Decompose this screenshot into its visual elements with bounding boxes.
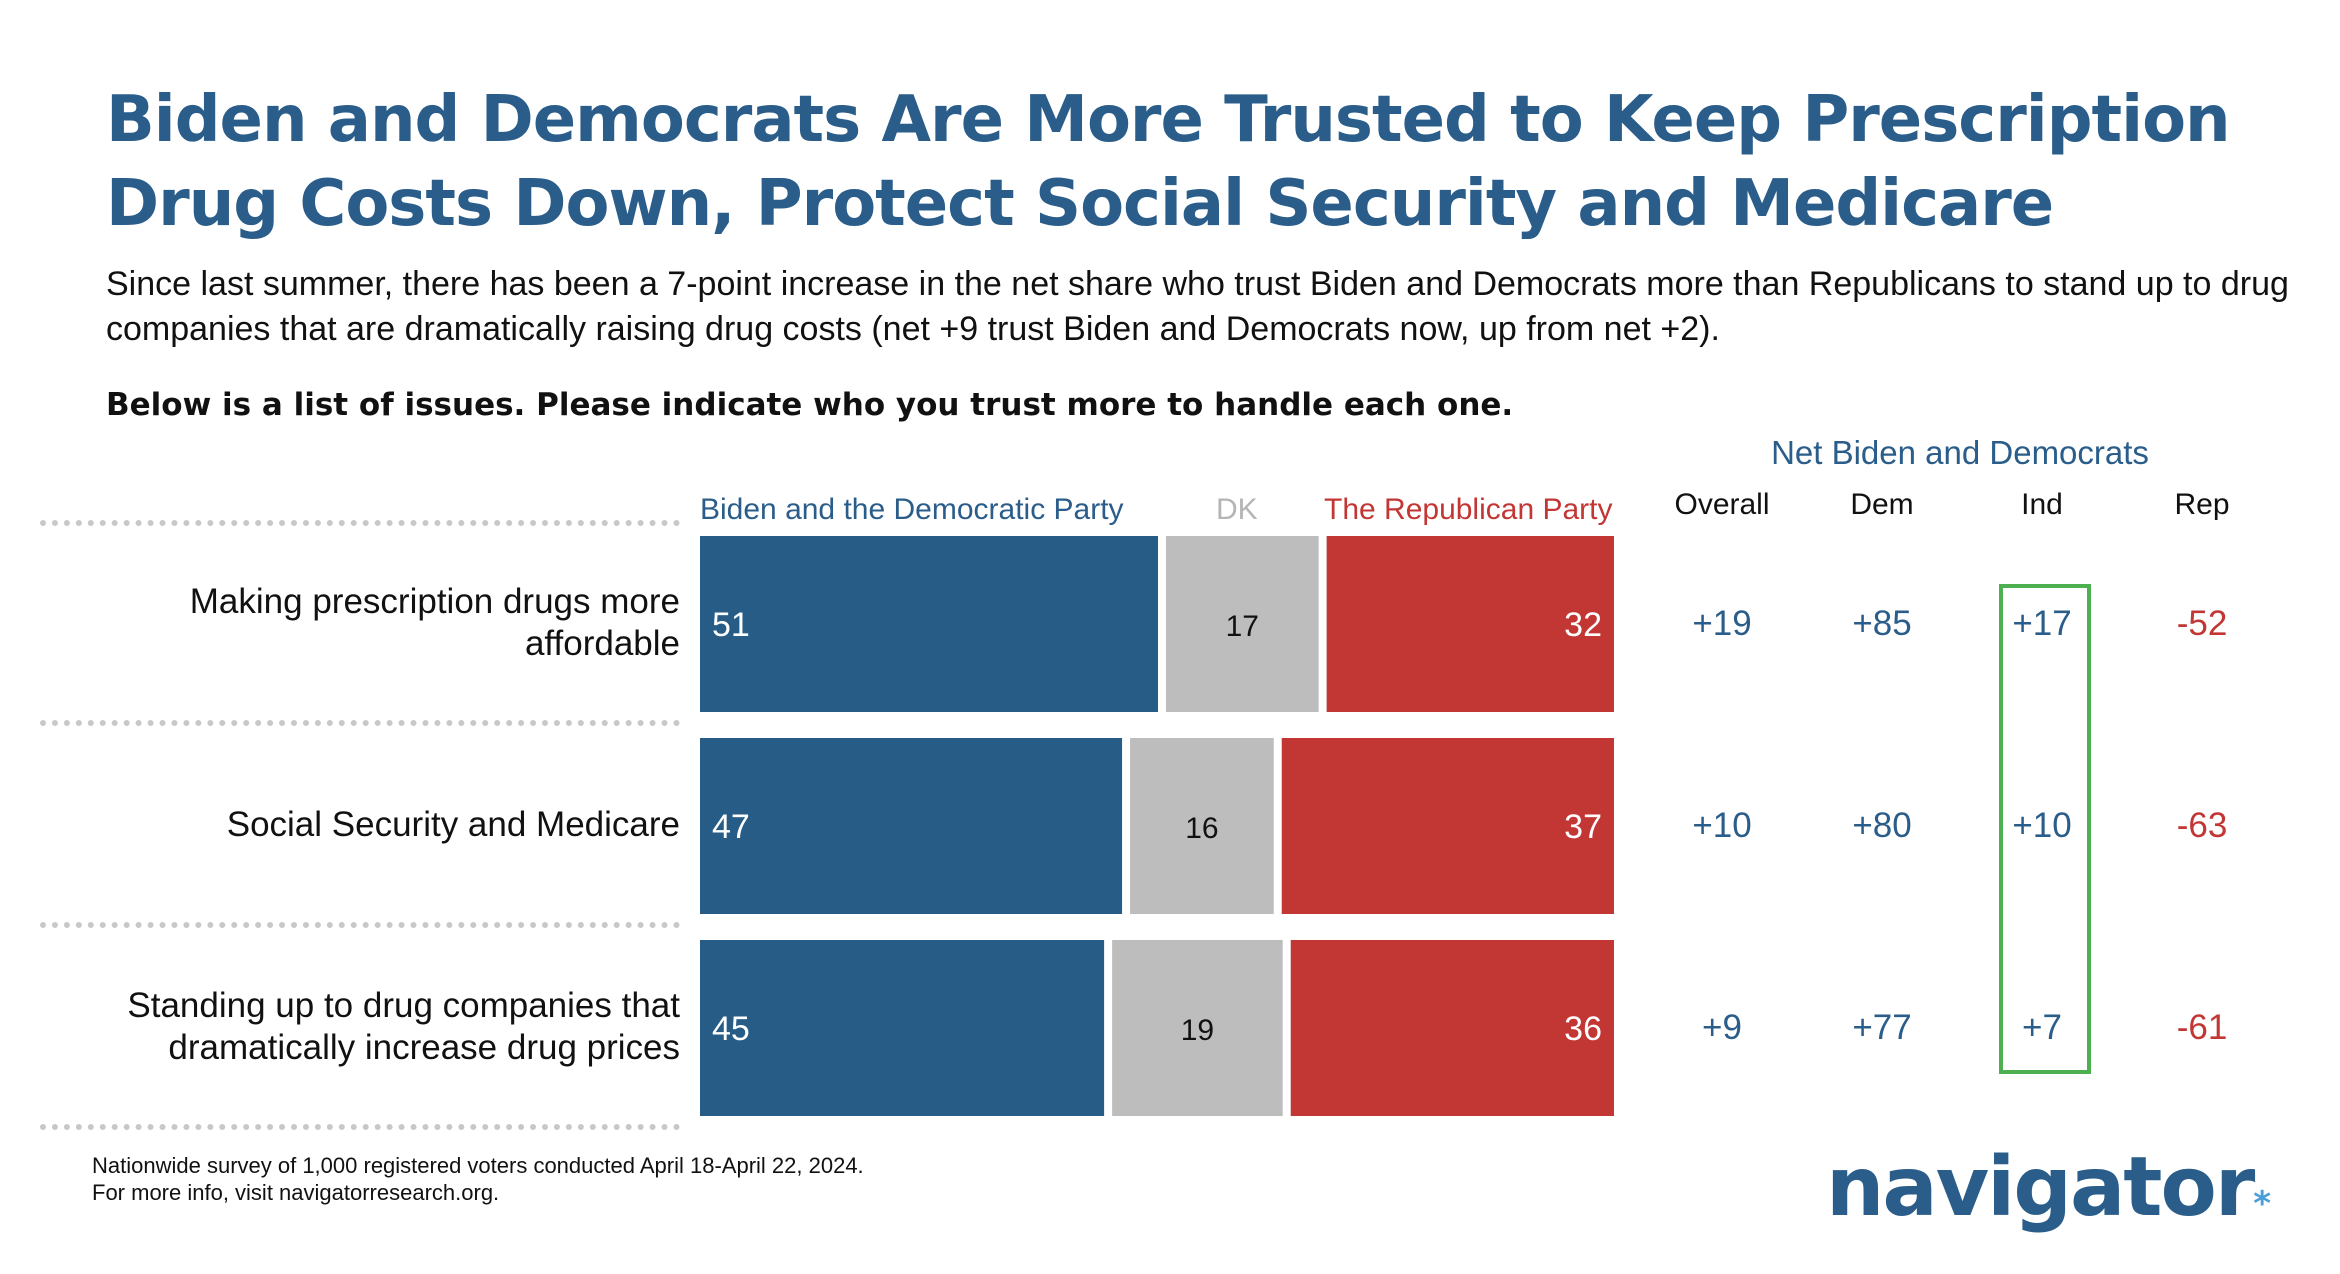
bar-dem xyxy=(700,940,1105,1116)
subtitle: Since last summer, there has been a 7-po… xyxy=(106,265,2289,348)
net-col-overall: Overall xyxy=(1674,488,1770,521)
row-label-drugs-affordable: Making prescription drugs more affordabl… xyxy=(189,582,680,663)
net-ind-row1: +17 xyxy=(2012,604,2072,643)
bar-dem xyxy=(700,536,1158,712)
logo-star-icon: * xyxy=(2253,1184,2272,1224)
net-rep-row1: -52 xyxy=(2176,604,2228,643)
net-ind-row3: +7 xyxy=(2022,1008,2062,1047)
stacked-bar-chart: 51 17 32 47 16 37 45 19 36 xyxy=(700,536,1614,1116)
navigator-logo: navigator* xyxy=(1826,1140,2271,1252)
net-dem-row2: +80 xyxy=(1852,806,1912,845)
label-rep: 32 xyxy=(1564,606,1602,644)
legend-dk: DK xyxy=(1216,493,1258,526)
net-dem-row3: +77 xyxy=(1852,1008,1912,1047)
bar-dem xyxy=(700,738,1123,914)
row-divider xyxy=(40,1124,680,1130)
page-title: Biden and Democrats Are More Trusted to … xyxy=(106,83,2231,241)
bar-dk xyxy=(1165,536,1319,712)
bar-rep xyxy=(1290,940,1614,1116)
label-rep: 37 xyxy=(1564,808,1602,846)
label-dk: 17 xyxy=(1226,610,1259,643)
bar-dk xyxy=(1130,738,1274,914)
legend-rep: The Republican Party xyxy=(1324,493,1613,526)
net-overall-row2: +10 xyxy=(1692,806,1752,845)
survey-question: Below is a list of issues. Please indica… xyxy=(106,387,1514,423)
row-divider xyxy=(40,520,680,526)
net-header: Net Biden and Democrats xyxy=(1771,434,2149,471)
label-dk: 16 xyxy=(1185,812,1218,845)
label-dem: 45 xyxy=(712,1010,750,1048)
net-col-dem: Dem xyxy=(1850,488,1914,521)
bar-rep xyxy=(1281,738,1614,914)
footnote: Nationwide survey of 1,000 registered vo… xyxy=(92,1153,864,1205)
net-col-ind: Ind xyxy=(2021,488,2063,521)
legend-dem: Biden and the Democratic Party xyxy=(700,493,1124,526)
net-overall-row3: +9 xyxy=(1702,1008,1742,1047)
row-label-social-security: Social Security and Medicare xyxy=(226,805,680,844)
net-rep-row2: -63 xyxy=(2176,806,2228,845)
label-dk: 19 xyxy=(1181,1014,1214,1047)
logo-text: navigator xyxy=(1826,1140,2255,1235)
label-dem: 47 xyxy=(712,808,750,846)
bar-dk xyxy=(1112,940,1283,1116)
ind-highlight-box xyxy=(1999,584,2091,1074)
bar-rep xyxy=(1326,536,1614,712)
row-divider xyxy=(40,922,680,928)
net-dem-row1: +85 xyxy=(1852,604,1912,643)
net-rep-row3: -61 xyxy=(2176,1008,2228,1047)
net-col-rep: Rep xyxy=(2174,488,2230,521)
net-overall-row1: +19 xyxy=(1692,604,1752,643)
row-divider xyxy=(40,720,680,726)
net-ind-row2: +10 xyxy=(2012,806,2072,845)
label-rep: 36 xyxy=(1564,1010,1602,1048)
row-label-drug-companies: Standing up to drug companies that drama… xyxy=(127,986,680,1067)
label-dem: 51 xyxy=(712,606,750,644)
